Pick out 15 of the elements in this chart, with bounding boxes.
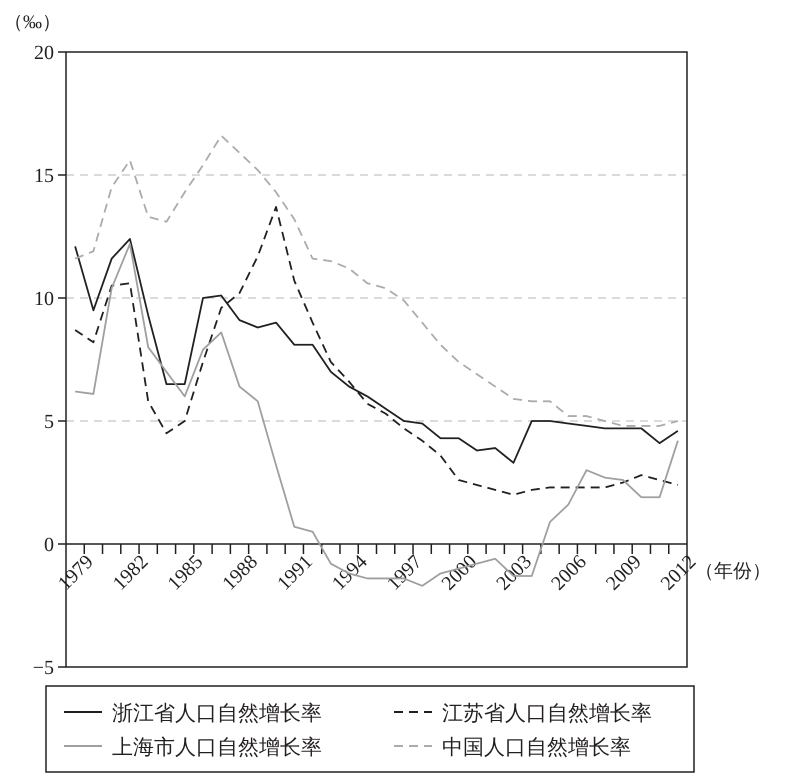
legend-label: 中国人口自然增长率 xyxy=(442,735,631,759)
line-series xyxy=(74,134,679,427)
y-axis-title: （‰） xyxy=(4,12,61,33)
y-tick-label: 5 xyxy=(44,411,54,433)
legend-label: 上海市人口自然增长率 xyxy=(112,735,322,759)
y-tick-label: 10 xyxy=(34,288,54,310)
y-tick-label: 0 xyxy=(44,534,54,556)
y-tick-label: 20 xyxy=(34,42,54,64)
x-axis-title: （年份） xyxy=(695,561,771,582)
x-tick-label: 1991 xyxy=(273,550,317,595)
y-tick-label: 15 xyxy=(34,165,54,187)
legend-label: 浙江省人口自然增长率 xyxy=(112,701,322,725)
line-series xyxy=(74,206,679,496)
y-tick-label: −5 xyxy=(32,657,54,679)
legend-label: 江苏省人口自然增长率 xyxy=(442,701,652,725)
